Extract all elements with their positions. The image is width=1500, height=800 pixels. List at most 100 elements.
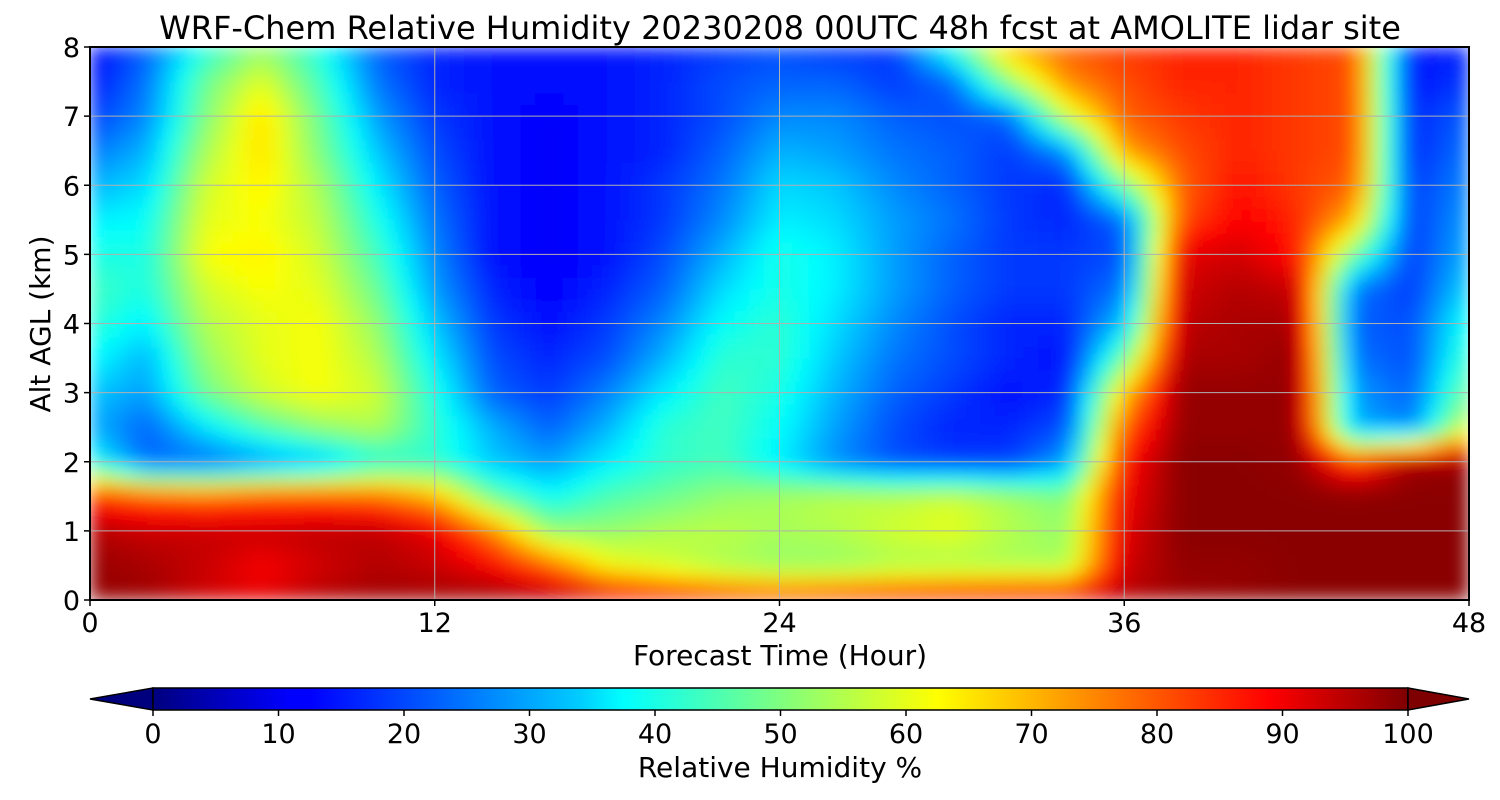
heatmap-cell xyxy=(764,104,780,117)
heatmap-cell xyxy=(649,104,666,117)
heatmap-cell xyxy=(477,346,493,359)
heatmap-cell xyxy=(233,173,249,186)
heatmap-cell xyxy=(506,472,522,486)
heatmap-cell xyxy=(103,138,120,152)
heatmap-cell xyxy=(922,207,939,221)
heatmap-cell xyxy=(304,276,321,290)
heatmap-cell xyxy=(247,380,263,394)
heatmap-cell xyxy=(678,219,694,232)
heatmap-cell xyxy=(635,288,651,301)
heatmap-cell xyxy=(1454,587,1469,600)
heatmap-cell xyxy=(1425,449,1441,463)
heatmap-cell xyxy=(1080,403,1097,417)
x-tick-label: 48 xyxy=(1452,608,1486,639)
heatmap-cell xyxy=(1382,127,1398,140)
heatmap-cell xyxy=(1195,253,1211,267)
heatmap-cell xyxy=(1138,426,1154,440)
heatmap-cell xyxy=(1051,58,1068,71)
heatmap-cell xyxy=(175,196,192,209)
heatmap-cell xyxy=(793,115,809,129)
heatmap-cell xyxy=(405,69,421,83)
heatmap-cell xyxy=(506,150,522,163)
heatmap-cell xyxy=(348,553,364,566)
heatmap-cell xyxy=(1296,47,1312,60)
heatmap-cell xyxy=(994,357,1010,371)
heatmap-cell xyxy=(348,495,364,509)
heatmap-cell xyxy=(1195,276,1211,290)
heatmap-cell xyxy=(304,518,321,532)
heatmap-cell xyxy=(477,380,493,394)
heatmap-cell xyxy=(1353,276,1369,290)
heatmap-cell xyxy=(1224,438,1240,451)
heatmap-cell xyxy=(1296,92,1312,106)
heatmap-cell xyxy=(1008,415,1025,428)
heatmap-cell xyxy=(1152,334,1168,348)
heatmap-cell xyxy=(879,81,895,94)
heatmap-cell xyxy=(434,541,450,555)
heatmap-cell xyxy=(649,357,666,371)
heatmap-cell xyxy=(980,449,996,463)
heatmap-cell xyxy=(620,242,637,255)
heatmap-cell xyxy=(247,219,263,232)
heatmap-cell xyxy=(348,438,364,451)
heatmap-cell xyxy=(1224,403,1240,417)
heatmap-cell xyxy=(1181,530,1197,543)
heatmap-cell xyxy=(1310,415,1326,428)
heatmap-cell xyxy=(1367,438,1384,451)
heatmap-cell xyxy=(1324,323,1341,336)
heatmap-cell xyxy=(1095,173,1111,186)
heatmap-cell xyxy=(132,58,148,71)
heatmap-cell xyxy=(1324,299,1341,313)
heatmap-cell xyxy=(175,69,192,83)
heatmap-cell xyxy=(132,299,148,313)
heatmap-cell xyxy=(649,426,666,440)
heatmap-cell xyxy=(980,276,996,290)
heatmap-cell xyxy=(1224,323,1240,336)
heatmap-cell xyxy=(937,530,953,543)
heatmap-cell xyxy=(1439,299,1456,313)
heatmap-cell xyxy=(391,507,407,520)
heatmap-cell xyxy=(1353,207,1369,221)
heatmap-cell xyxy=(1023,311,1039,324)
heatmap-cell xyxy=(692,518,709,532)
heatmap-cell xyxy=(261,334,278,348)
heatmap-cell xyxy=(908,311,924,324)
heatmap-cell xyxy=(893,127,910,140)
heatmap-cell xyxy=(520,530,536,543)
heatmap-cell xyxy=(1008,369,1025,382)
heatmap-cell xyxy=(922,196,939,209)
heatmap-cell xyxy=(937,541,953,555)
heatmap-cell xyxy=(822,472,838,486)
heatmap-cell xyxy=(1281,334,1298,348)
heatmap-cell xyxy=(592,323,608,336)
heatmap-cell xyxy=(204,438,220,451)
heatmap-cell xyxy=(391,47,407,60)
heatmap-cell xyxy=(635,564,651,578)
heatmap-cell xyxy=(1353,369,1369,382)
heatmap-cell xyxy=(261,81,278,94)
heatmap-cell xyxy=(606,553,622,566)
heatmap-cell xyxy=(1396,438,1413,451)
colorbar-tick-label: 50 xyxy=(763,719,797,750)
heatmap-cell xyxy=(1095,219,1111,232)
heatmap-cell xyxy=(1253,461,1269,474)
heatmap-cell xyxy=(376,449,393,463)
heatmap-cell xyxy=(1396,587,1413,600)
heatmap-cell xyxy=(132,438,148,451)
heatmap-cell xyxy=(1080,495,1097,509)
heatmap-cell xyxy=(649,161,666,175)
heatmap-cell xyxy=(1439,207,1456,221)
heatmap-cell xyxy=(678,369,694,382)
heatmap-cell xyxy=(362,518,378,532)
heatmap-cell xyxy=(807,392,824,405)
heatmap-cell xyxy=(204,173,220,186)
heatmap-cell xyxy=(1008,403,1025,417)
heatmap-cell xyxy=(721,47,737,60)
heatmap-cell xyxy=(132,507,148,520)
heatmap-cell xyxy=(635,150,651,163)
heatmap-cell xyxy=(1008,207,1025,221)
heatmap-cell xyxy=(1224,461,1240,474)
heatmap-cell xyxy=(664,299,680,313)
heatmap-cell xyxy=(635,115,651,129)
heatmap-cell xyxy=(1224,173,1240,186)
